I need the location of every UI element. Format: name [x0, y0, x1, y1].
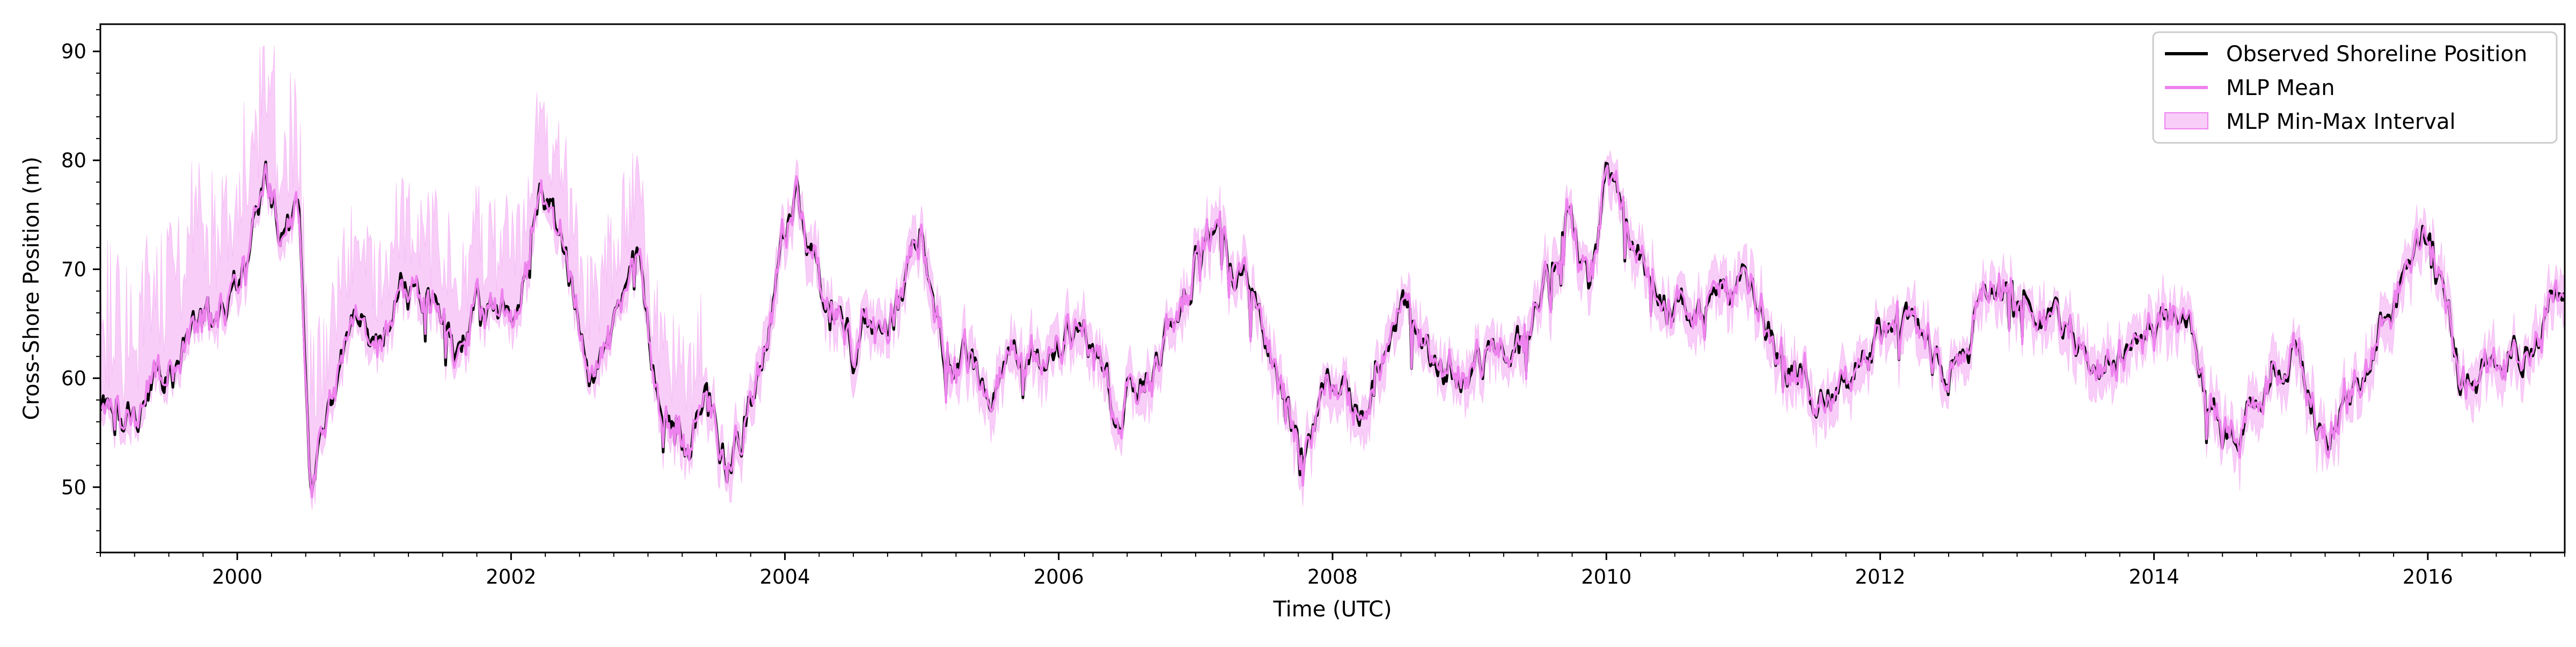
- x-tick-label: 2010: [1581, 565, 1631, 588]
- y-axis-title: Cross-Shore Position (m): [19, 157, 44, 420]
- mlp-mean-line: [100, 163, 2565, 499]
- legend-box: [2152, 31, 2558, 144]
- y-tick-label: 80: [61, 149, 86, 172]
- plot-area: [100, 45, 2565, 511]
- legend-observed-label: Observed Shoreline Position: [2226, 42, 2527, 67]
- x-tick-label: 2000: [212, 565, 262, 588]
- y-tick-label: 60: [61, 367, 86, 390]
- legend: Observed Shoreline Position MLP Mean MLP…: [2152, 31, 2558, 144]
- x-tick-label: 2016: [2403, 565, 2453, 588]
- x-axis-title: Time (UTC): [1272, 597, 1392, 622]
- y-axis: 50 60 70 80 90: [61, 29, 100, 553]
- x-axis: 2000 2002 2004 2006 2008 2010 2012 2014 2016: [100, 553, 2565, 588]
- legend-interval-label: MLP Min-Max Interval: [2226, 110, 2456, 134]
- legend-interval-swatch: [2164, 112, 2208, 129]
- y-tick-label: 50: [61, 476, 86, 499]
- x-tick-label: 2006: [1034, 565, 1084, 588]
- y-tick-label: 90: [61, 40, 86, 63]
- x-tick-label: 2002: [486, 565, 536, 588]
- y-tick-label: 70: [61, 258, 86, 281]
- x-tick-label: 2014: [2129, 565, 2179, 588]
- x-tick-label: 2012: [1855, 565, 1905, 588]
- legend-mlp-mean-label: MLP Mean: [2226, 76, 2335, 100]
- x-tick-label: 2008: [1307, 565, 1358, 588]
- x-tick-label: 2004: [759, 565, 810, 588]
